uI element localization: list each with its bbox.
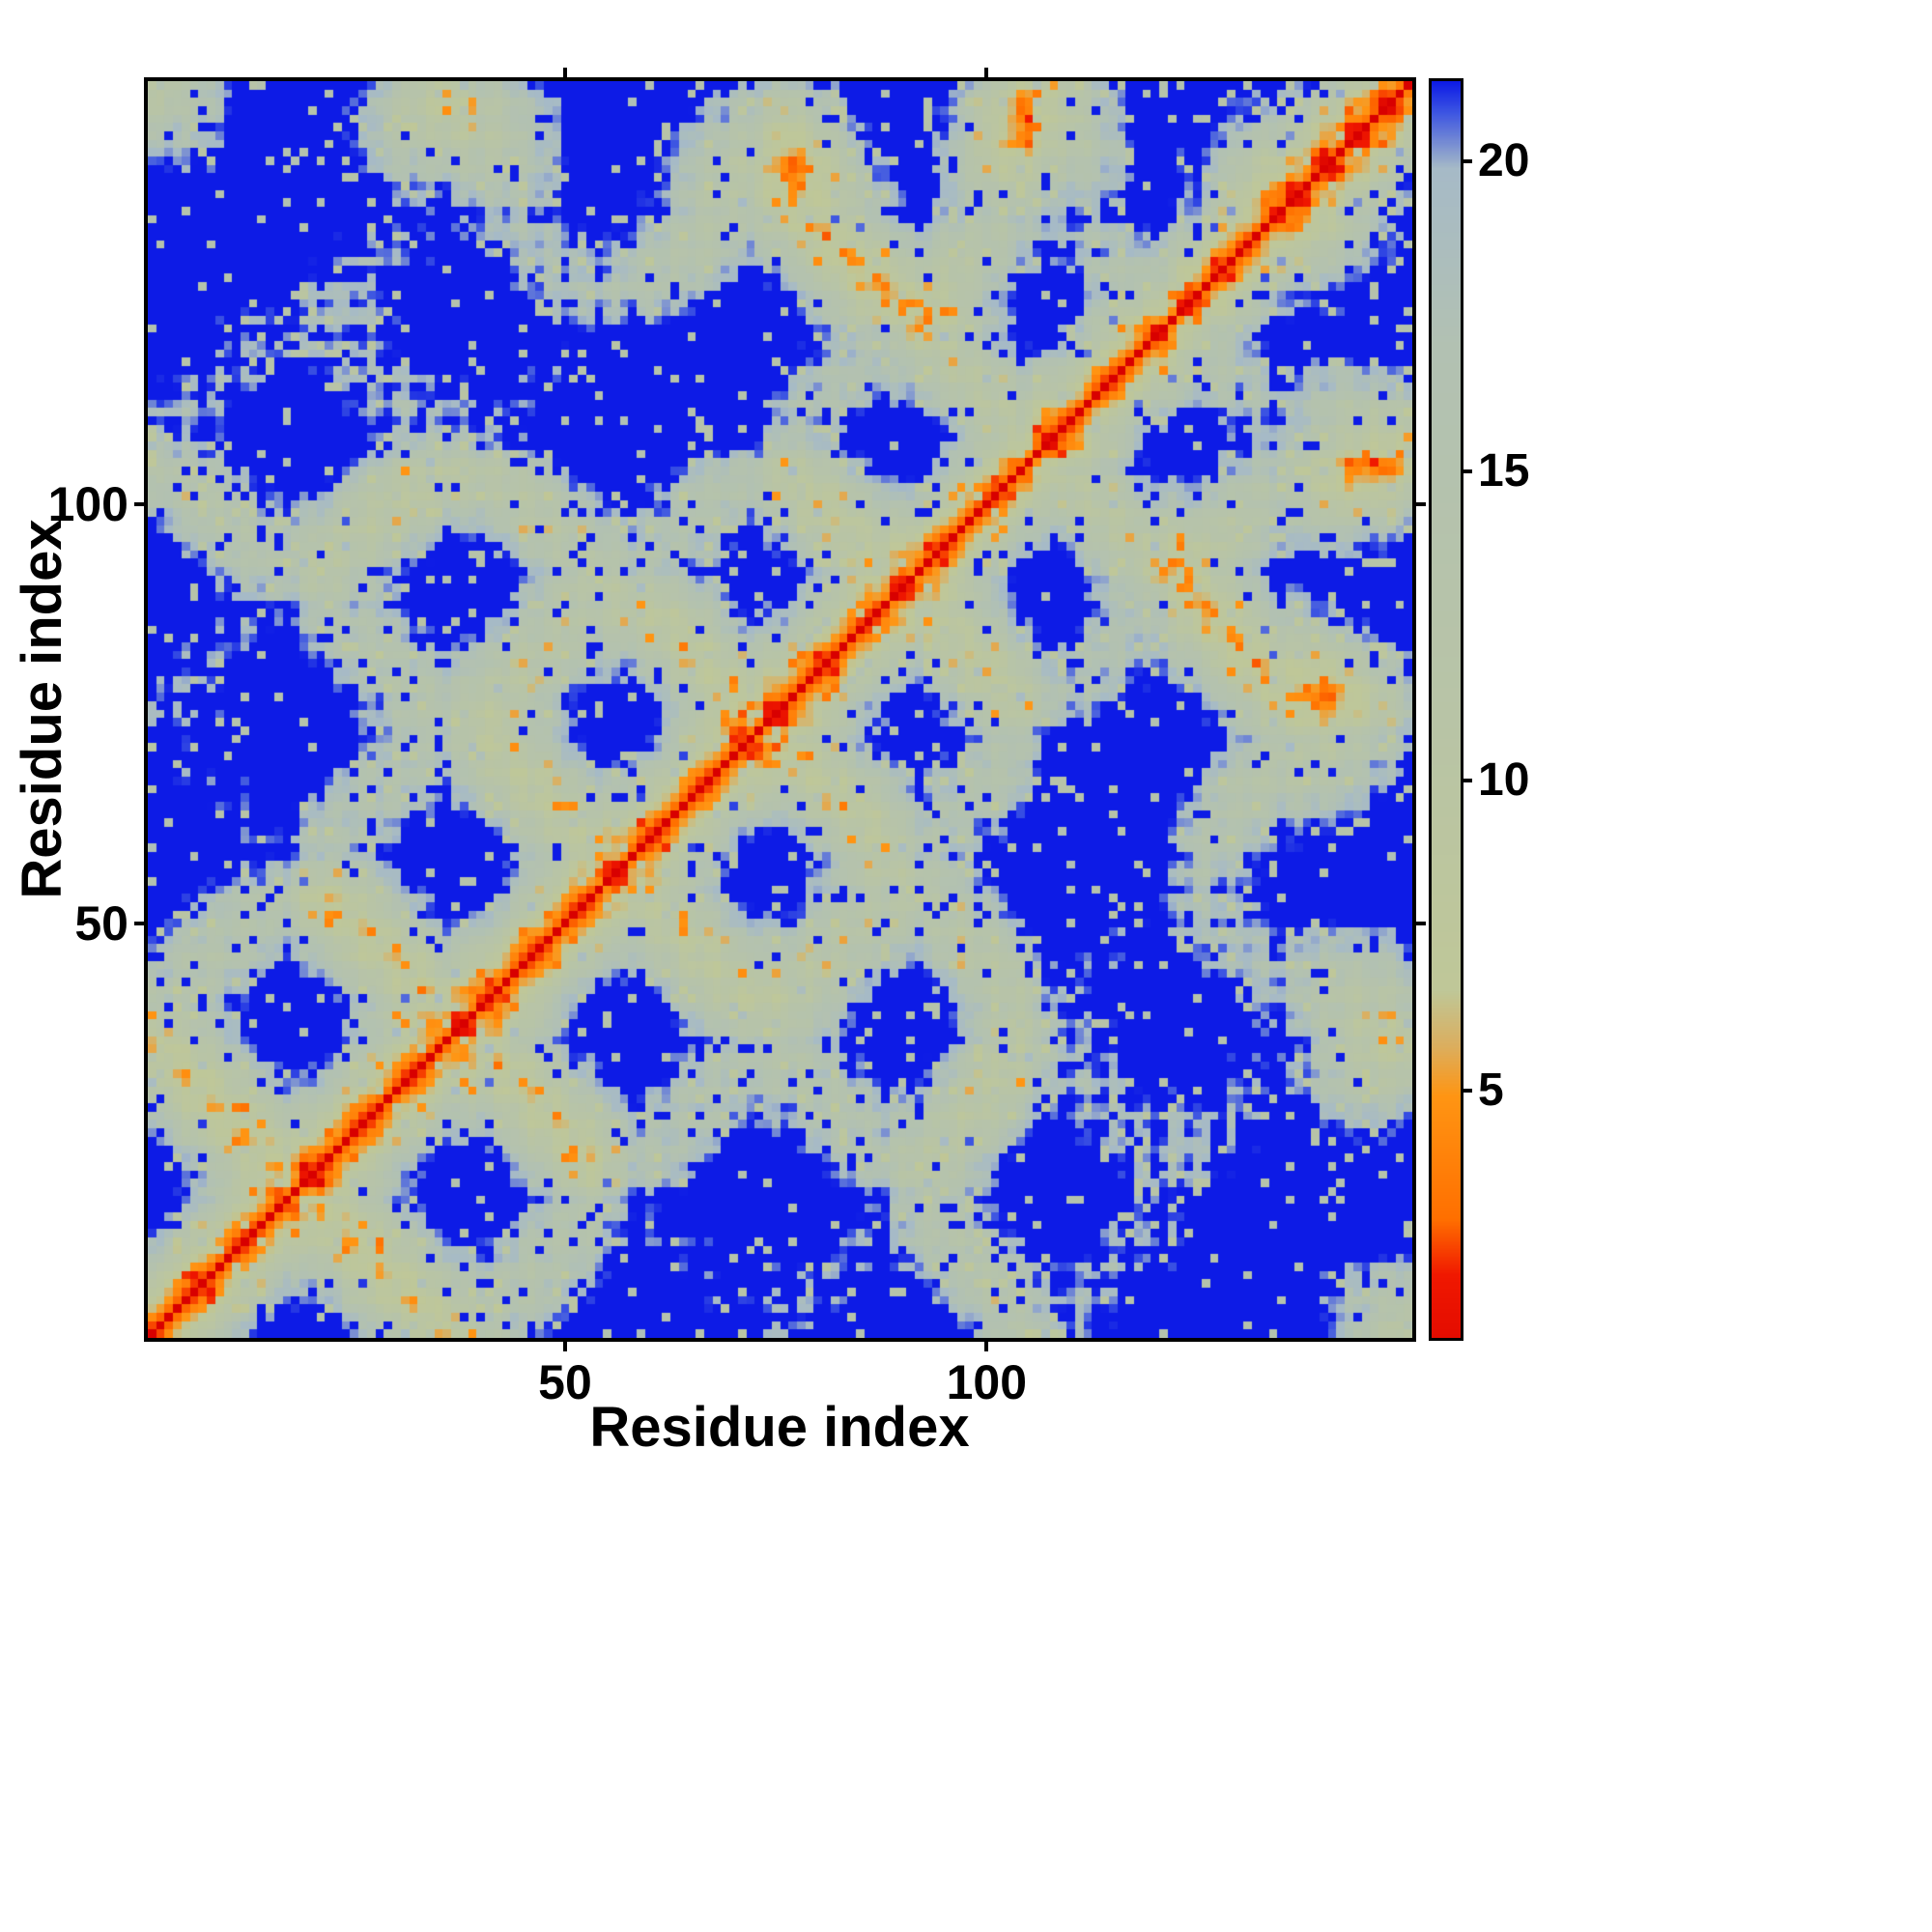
y-tick-mark-right <box>1412 921 1426 925</box>
x-axis-title: Residue index <box>589 1396 970 1459</box>
y-tick-label: 50 <box>74 895 128 951</box>
colorbar-frame <box>1429 78 1463 1341</box>
colorbar-tick-mark <box>1461 159 1472 164</box>
y-axis-title: Residue index <box>11 519 73 899</box>
colorbar-tick-mark <box>1461 779 1472 783</box>
x-tick-mark-top <box>984 68 989 81</box>
plot-frame <box>144 77 1416 1342</box>
y-tick-label: 100 <box>47 477 128 531</box>
colorbar-tick-label: 10 <box>1478 754 1530 807</box>
distance-matrix-heatmap <box>148 81 1412 1338</box>
colorbar-tick-label: 15 <box>1478 444 1530 497</box>
colorbar-tick-mark <box>1461 469 1472 473</box>
y-tick-mark <box>134 502 148 506</box>
y-tick-mark-right <box>1412 502 1426 506</box>
colorbar-tick-label: 5 <box>1478 1064 1504 1116</box>
colorbar-gradient <box>1432 81 1461 1338</box>
x-tick-label: 100 <box>946 1355 1028 1409</box>
x-tick-mark <box>562 1338 567 1351</box>
x-tick-mark <box>984 1338 989 1351</box>
y-tick-mark <box>134 921 148 925</box>
x-tick-mark-top <box>562 68 567 81</box>
x-tick-label: 50 <box>538 1355 592 1409</box>
colorbar-tick-mark <box>1461 1088 1472 1093</box>
colorbar-tick-label: 20 <box>1478 135 1530 187</box>
